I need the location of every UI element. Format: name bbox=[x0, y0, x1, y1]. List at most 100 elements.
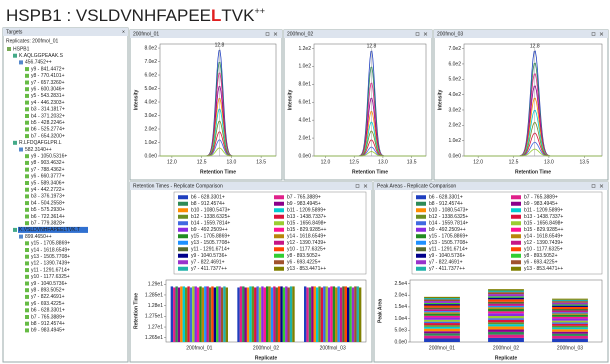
bar bbox=[313, 286, 316, 342]
panel-close[interactable] bbox=[599, 184, 604, 188]
chromatogram-trace bbox=[160, 147, 276, 157]
y-tick-label: 0.0e0 bbox=[298, 153, 311, 159]
transition-node[interactable]: y14 - 1618.6549+ bbox=[31, 247, 70, 253]
transition-node[interactable]: y10 - 1177.6325+ bbox=[31, 274, 70, 280]
transition-node[interactable]: y9 - 1040.5736+ bbox=[31, 281, 67, 287]
bar-segment bbox=[424, 302, 460, 305]
bar-segment bbox=[488, 322, 524, 325]
tree-icon bbox=[7, 47, 11, 51]
transition-node[interactable]: y5 - 589.3406+ bbox=[31, 180, 65, 186]
legend-label: y12 - 1390.7439+ bbox=[524, 240, 563, 246]
transition-node[interactable]: b5 - 575.2930+ bbox=[31, 207, 65, 213]
transition-node[interactable]: y7 - 657.3260+ bbox=[31, 80, 65, 86]
transition-node[interactable]: y8 - 893.5052+ bbox=[31, 288, 65, 294]
transition-node[interactable]: b6 - 722.3614+ bbox=[31, 214, 65, 220]
panel-pin[interactable] bbox=[355, 184, 360, 188]
transition-node[interactable]: b4 - 504.2558+ bbox=[31, 200, 65, 206]
bar bbox=[287, 287, 290, 342]
panel-header-bar bbox=[130, 30, 282, 38]
panel-pin[interactable] bbox=[415, 32, 420, 36]
transition-node[interactable]: y5 - 543.2831+ bbox=[31, 93, 65, 99]
legend-label: b12 - 1338.6325+ bbox=[191, 214, 230, 220]
x-tick-label: 13.5 bbox=[256, 159, 266, 165]
bar bbox=[254, 287, 257, 342]
legend-swatch bbox=[274, 260, 284, 265]
legend-label: y6 - 693.4225+ bbox=[524, 260, 558, 266]
legend-swatch bbox=[178, 195, 188, 200]
transition-node[interactable]: y6 - 600.3046+ bbox=[31, 87, 65, 93]
legend-label: b15 - 1656.8498+ bbox=[524, 221, 563, 227]
peptide-node[interactable]: K.VSLDVNHFAPEELTVK.T bbox=[19, 227, 80, 233]
legend-swatch bbox=[416, 240, 426, 245]
transition-node[interactable]: b6 - 628.3301+ bbox=[31, 308, 65, 314]
transition-node[interactable]: b6 - 525.2774+ bbox=[31, 127, 65, 133]
transition-node[interactable]: y8 - 770.4101+ bbox=[31, 73, 65, 79]
transition-node[interactable]: b3 - 376.1973+ bbox=[31, 194, 65, 200]
legend-swatch bbox=[274, 227, 284, 232]
selected-row bbox=[18, 226, 88, 233]
tree-icon bbox=[25, 288, 29, 293]
legend-swatch bbox=[416, 227, 426, 232]
legend-swatch bbox=[274, 214, 284, 219]
transition-node[interactable]: y13 - 1505.7708+ bbox=[31, 254, 70, 260]
legend-swatch bbox=[416, 247, 426, 252]
transition-node[interactable]: b5 - 428.2246+ bbox=[31, 120, 65, 126]
transition-node[interactable]: b3 - 314.1817+ bbox=[31, 107, 65, 113]
bar-segment bbox=[424, 309, 460, 312]
transition-node[interactable]: y9 - 1050.5316+ bbox=[31, 154, 67, 160]
legend-label: b7 - 765.3889+ bbox=[287, 195, 321, 201]
transition-node[interactable]: b9 - 983.4945+ bbox=[31, 328, 65, 334]
bar-segment bbox=[424, 317, 460, 320]
bar bbox=[220, 287, 224, 342]
precursor-node[interactable]: 899.4650++ bbox=[25, 234, 52, 240]
panel-close[interactable] bbox=[423, 32, 428, 36]
bar bbox=[275, 287, 278, 342]
transition-node[interactable]: y11 - 1291.6714+ bbox=[31, 267, 70, 273]
transition-node[interactable]: y8 - 903.4632+ bbox=[31, 160, 65, 166]
transition-node[interactable]: y15 - 1705.8869+ bbox=[31, 241, 70, 247]
precursor-node[interactable]: 456.7452++ bbox=[25, 60, 52, 66]
transition-node[interactable]: y6 - 660.3777+ bbox=[31, 174, 65, 180]
transition-node[interactable]: y6 - 693.4225+ bbox=[31, 301, 65, 307]
transition-node[interactable]: y4 - 446.2303+ bbox=[31, 100, 65, 106]
legend-label: b9 - 983.4945+ bbox=[524, 201, 558, 207]
transition-node[interactable]: y9 - 841.4472+ bbox=[31, 66, 65, 72]
bar bbox=[332, 286, 336, 342]
panel-close[interactable] bbox=[363, 184, 368, 188]
transition-node[interactable]: b7 - 779.3828+ bbox=[31, 221, 65, 227]
transition-node[interactable]: b4 - 371.2032+ bbox=[31, 113, 65, 119]
legend-swatch bbox=[178, 253, 188, 258]
panel-close[interactable] bbox=[599, 32, 604, 36]
plot-area bbox=[159, 43, 277, 157]
transition-node[interactable]: y12 - 1390.7439+ bbox=[31, 261, 70, 267]
transition-node[interactable]: y7 - 788.4362+ bbox=[31, 167, 65, 173]
transition-node[interactable]: y4 - 442.2722+ bbox=[31, 187, 65, 193]
close-button[interactable]: × bbox=[122, 29, 125, 35]
panel-title: 200fmol_03 bbox=[437, 31, 463, 37]
tree-icon bbox=[25, 127, 29, 132]
precursor-node[interactable]: 582.3140++ bbox=[25, 147, 52, 153]
panel-close[interactable] bbox=[273, 32, 278, 36]
bar bbox=[330, 286, 333, 342]
legend-swatch bbox=[274, 195, 284, 200]
transition-node[interactable]: y7 - 822.4691+ bbox=[31, 294, 65, 300]
legend-swatch bbox=[416, 234, 426, 239]
bar-segment bbox=[424, 312, 460, 314]
legend-label: b9 - 983.4945+ bbox=[287, 201, 321, 207]
peptide-node[interactable]: R.LFDQAFGLPR.L bbox=[19, 140, 62, 146]
panel-pin[interactable] bbox=[265, 32, 270, 36]
transition-node[interactable]: b8 - 912.4574+ bbox=[31, 321, 65, 327]
legend-swatch bbox=[274, 247, 284, 252]
peptide-node[interactable]: K.AQLGGPEAAK.S bbox=[19, 53, 64, 59]
protein-node[interactable]: HSPB1 bbox=[13, 46, 30, 52]
panel-pin[interactable] bbox=[591, 184, 596, 188]
legend-label: y8 - 893.5052+ bbox=[287, 253, 321, 259]
transition-node[interactable]: b7 - 654.3200+ bbox=[31, 133, 65, 139]
y-tick-label: 1.5e4 bbox=[394, 304, 407, 310]
panel-pin[interactable] bbox=[591, 32, 596, 36]
bar bbox=[261, 286, 264, 342]
legend-swatch bbox=[178, 214, 188, 219]
transition-node[interactable]: b7 - 765.3889+ bbox=[31, 314, 65, 320]
legend-swatch bbox=[178, 240, 188, 245]
bar-segment bbox=[552, 308, 588, 311]
